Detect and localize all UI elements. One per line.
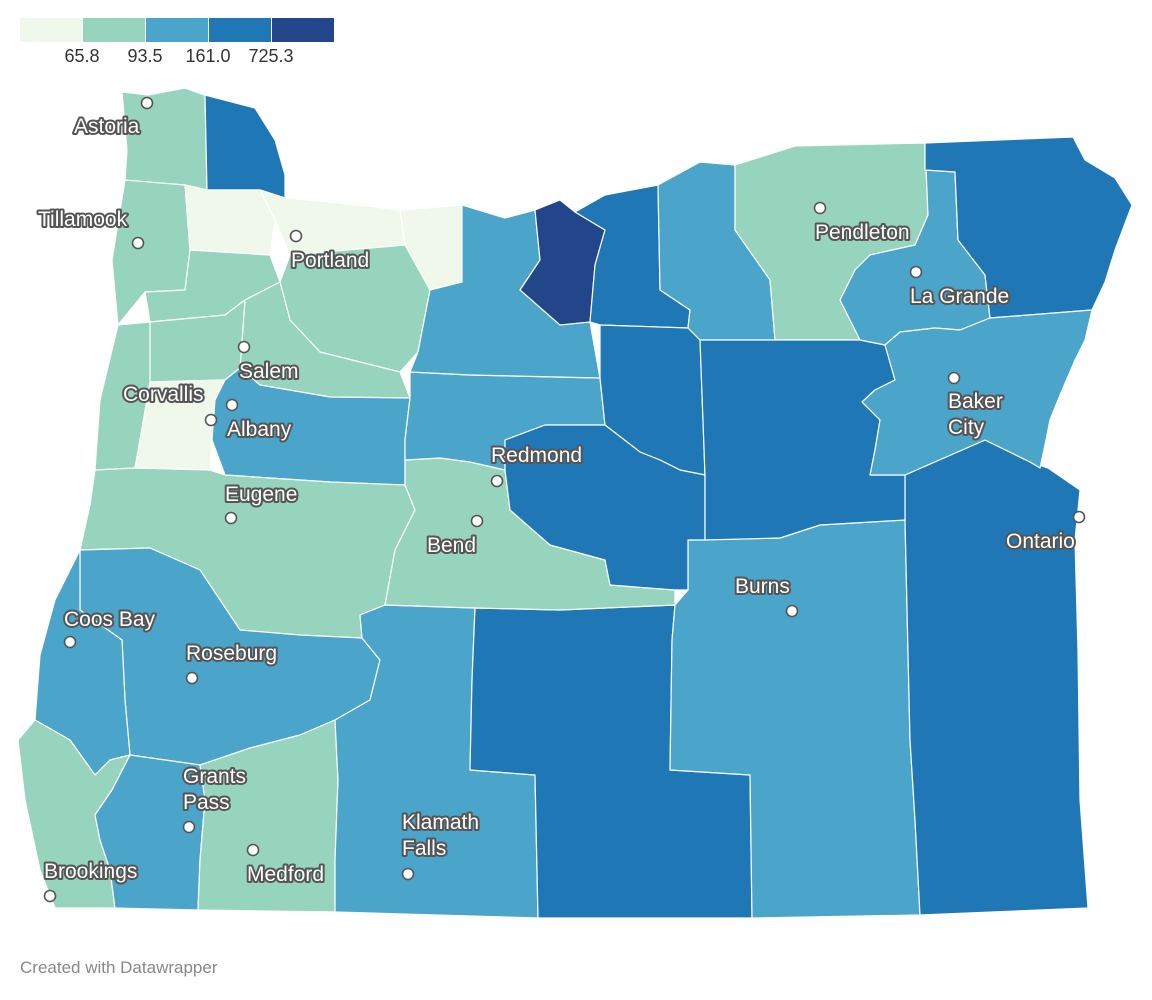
city-marker — [401, 867, 415, 881]
city-marker — [246, 843, 260, 857]
city-label: Albany — [227, 418, 292, 441]
county-baker[interactable] — [861, 309, 1093, 476]
city-layer: Astoria Tillamook Portland Pendleton La … — [36, 96, 1086, 903]
city-label: Klamath Falls — [402, 811, 479, 860]
legend: 65.8 93.5 161.0 725.3 — [20, 18, 340, 68]
legend-ticks: 65.8 93.5 161.0 725.3 — [20, 42, 340, 68]
city-marker — [224, 511, 238, 525]
city-marker — [63, 635, 77, 649]
city-albany: Albany — [225, 398, 294, 443]
city-marker — [909, 265, 923, 279]
city-marker — [1072, 510, 1086, 524]
city-label: Coos Bay — [64, 608, 156, 631]
city-portland: Portland — [289, 229, 371, 274]
city-label: Astoria — [74, 115, 140, 138]
city-la-grande: La Grande — [908, 265, 1011, 310]
county-washington[interactable] — [184, 184, 276, 256]
city-marker — [140, 96, 154, 110]
city-label: Tillamook — [38, 208, 128, 231]
city-label: La Grande — [910, 285, 1009, 308]
legend-swatch-4 — [209, 18, 271, 42]
legend-swatches — [20, 18, 340, 42]
city-label: Eugene — [225, 483, 297, 506]
city-label: Ontario — [1006, 530, 1075, 553]
city-bend: Bend — [425, 514, 484, 559]
legend-tick: 65.8 — [64, 46, 100, 66]
city-marker — [490, 474, 504, 488]
city-pendleton: Pendleton — [813, 201, 912, 246]
city-marker — [813, 201, 827, 215]
city-marker — [237, 340, 251, 354]
legend-swatch-3 — [146, 18, 208, 42]
city-medford: Medford — [245, 843, 326, 888]
city-label: Grants Pass — [183, 765, 246, 814]
county-josephine[interactable] — [94, 754, 206, 911]
city-label: Portland — [291, 249, 369, 272]
city-label: Corvallis — [123, 383, 204, 406]
city-tillamook: Tillamook — [36, 206, 145, 250]
city-label: Baker City — [948, 390, 1003, 439]
datawrapper-credit[interactable]: Created with Datawrapper — [20, 958, 218, 977]
city-marker — [131, 236, 145, 250]
city-label: Brookings — [44, 860, 137, 883]
city-marker — [225, 398, 239, 412]
city-label: Pendleton — [815, 221, 910, 244]
city-astoria: Astoria — [72, 96, 154, 140]
city-redmond: Redmond — [489, 442, 584, 488]
city-label: Salem — [239, 360, 299, 383]
city-marker — [182, 820, 196, 834]
city-marker — [204, 413, 218, 427]
city-label: Medford — [247, 863, 324, 886]
city-marker — [185, 671, 199, 685]
county-crook[interactable] — [504, 424, 706, 591]
city-marker — [785, 604, 799, 618]
county-columbia[interactable] — [204, 94, 286, 199]
city-roseburg: Roseburg — [184, 640, 279, 685]
city-marker — [43, 889, 57, 903]
county-malheur[interactable] — [904, 439, 1089, 916]
legend-swatch-5 — [272, 18, 334, 42]
city-klamath-falls: Klamath Falls — [400, 809, 481, 881]
county-clatsop[interactable] — [121, 87, 208, 191]
city-label: Roseburg — [186, 642, 277, 665]
county-wallowa[interactable] — [924, 136, 1133, 319]
county-layer — [17, 87, 1133, 919]
legend-tick: 93.5 — [127, 46, 163, 66]
city-coos-bay: Coos Bay — [62, 606, 158, 649]
county-multnomah[interactable] — [259, 189, 406, 256]
legend-swatch-1 — [20, 18, 82, 42]
county-grant[interactable] — [699, 339, 906, 541]
city-marker — [470, 514, 484, 528]
city-label: Redmond — [491, 444, 582, 467]
city-corvallis: Corvallis — [121, 381, 218, 427]
legend-tick: 161.0 — [185, 46, 231, 66]
city-grants-pass: Grants Pass — [181, 763, 248, 834]
city-label: Bend — [427, 534, 476, 557]
legend-tick: 725.3 — [248, 46, 294, 66]
city-label: Burns — [735, 575, 790, 598]
city-marker — [289, 229, 303, 243]
legend-swatch-2 — [83, 18, 145, 42]
city-baker-city: Baker City — [946, 371, 1005, 441]
city-salem: Salem — [237, 340, 301, 385]
city-marker — [947, 371, 961, 385]
city-ontario: Ontario — [1004, 510, 1086, 555]
city-eugene: Eugene — [223, 481, 299, 525]
city-brookings: Brookings — [42, 858, 139, 903]
city-burns: Burns — [733, 573, 799, 618]
